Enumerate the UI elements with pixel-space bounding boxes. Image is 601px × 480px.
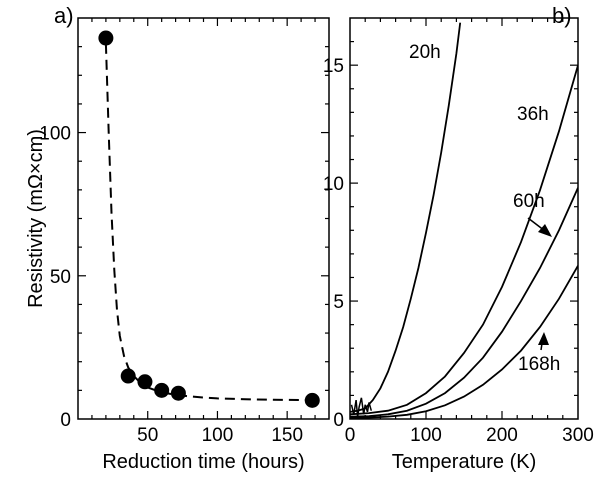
- data-point: [154, 382, 170, 398]
- y-tick-label-a: 0: [60, 410, 71, 431]
- resistivity-curve: [350, 265, 578, 419]
- resistivity-curve: [350, 22, 462, 413]
- curve-label: 36h: [517, 104, 549, 125]
- data-point: [98, 30, 114, 46]
- y-tick-label-a: 50: [50, 267, 71, 288]
- plot-frame-a: [77, 17, 330, 420]
- arrow-head-168h: [538, 332, 549, 345]
- y-tick-label-b: 10: [323, 174, 344, 195]
- y-tick-label-b: 0: [333, 410, 344, 431]
- resistivity-curve: [350, 187, 578, 418]
- x-tick-label-b: 300: [562, 425, 594, 446]
- y-tick-label-a: 100: [39, 124, 71, 145]
- fit-curve-a: [104, 43, 313, 402]
- plot-frame-b: [349, 17, 579, 420]
- x-tick-label-b: 100: [410, 425, 442, 446]
- x-tick-label-b: 0: [345, 425, 356, 446]
- x-tick-label-a: 150: [271, 425, 303, 446]
- curve-label: 60h: [513, 191, 545, 212]
- data-point: [120, 368, 136, 384]
- x-axis-label-a: Reduction time (hours): [102, 451, 304, 473]
- x-tick-label-a: 100: [202, 425, 234, 446]
- y-tick-label-b: 15: [323, 56, 344, 77]
- data-point: [304, 392, 320, 408]
- curve-label: 168h: [518, 354, 560, 375]
- x-axis-label-b: Temperature (K): [392, 451, 537, 473]
- y-tick-label-b: 5: [333, 292, 344, 313]
- resistivity-curve: [350, 64, 578, 416]
- data-point: [137, 374, 153, 390]
- y-axis-label-a: Resistivity (mΩ×cm): [25, 129, 47, 308]
- panel-label-a: a): [54, 3, 74, 28]
- arrow-head-60h: [538, 224, 552, 237]
- low-temp-noise: [350, 397, 373, 417]
- panel-b: 0 100 200 300 0 5 10 15 20h 36h 60h 168h Temperature…: [323, 3, 594, 473]
- x-tick-label-b: 200: [486, 425, 518, 446]
- curve-label: 20h: [409, 42, 441, 63]
- curves-b: [350, 22, 578, 419]
- panel-a: 50 100 150 0 50 100 Reduction time (hours) Resi…: [25, 3, 330, 473]
- x-tick-label-a: 50: [137, 425, 158, 446]
- panel-label-b: b): [552, 3, 572, 28]
- data-point: [170, 385, 186, 401]
